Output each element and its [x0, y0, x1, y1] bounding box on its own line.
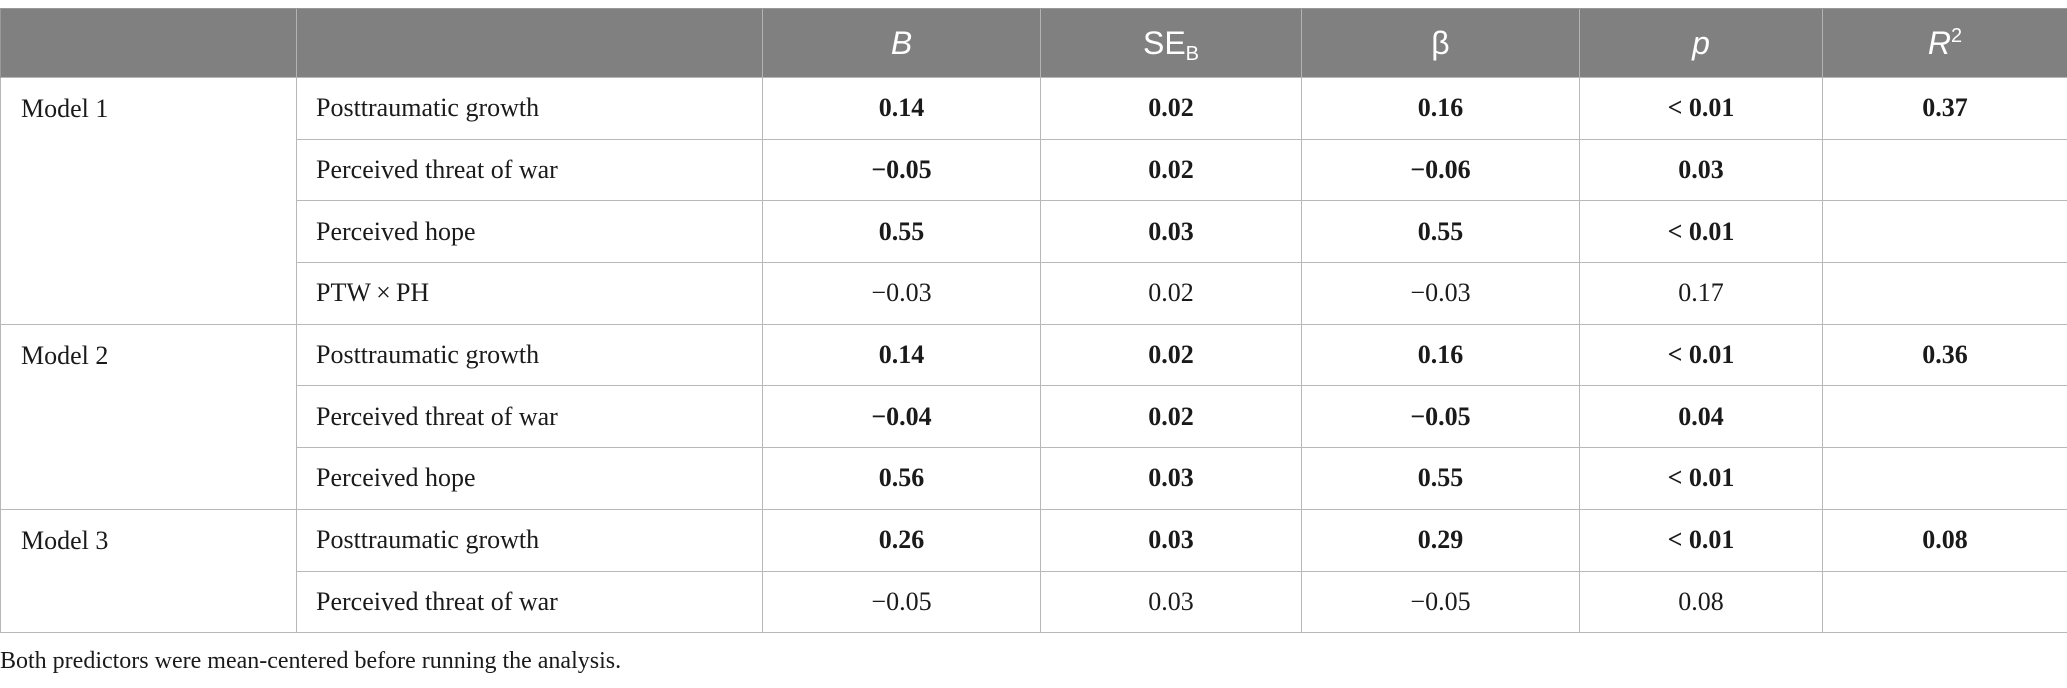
header-r-superscript: 2 — [1950, 24, 1963, 47]
col-b-cell: −0.05 — [762, 570, 1041, 634]
header-predictor — [296, 8, 763, 78]
header-b: B — [762, 8, 1041, 78]
col-b-cell: −0.04 — [762, 385, 1041, 449]
model-label: Model 1 — [0, 77, 297, 325]
col-beta-cell: 0.16 — [1301, 77, 1580, 140]
col-se-cell: 0.02 — [1040, 77, 1302, 140]
col-b-cell: 0.26 — [762, 508, 1041, 572]
predictor-cell: Posttraumatic growth — [296, 508, 763, 572]
col-p-cell: 0.08 — [1579, 570, 1823, 634]
col-se-cell: 0.02 — [1040, 138, 1302, 202]
col-r2-cell — [1822, 385, 2067, 449]
header-beta: β — [1301, 8, 1580, 78]
col-p-cell: < 0.01 — [1579, 200, 1823, 264]
col-r2-cell — [1822, 262, 2067, 325]
col-p-cell: < 0.01 — [1579, 508, 1823, 572]
col-beta-cell: 0.16 — [1301, 323, 1580, 387]
predictor-cell: Perceived hope — [296, 200, 763, 264]
header-p-label: p — [1692, 24, 1710, 61]
predictor-cell: Perceived threat of war — [296, 570, 763, 634]
col-p-cell: < 0.01 — [1579, 447, 1823, 510]
col-p-cell: 0.03 — [1579, 138, 1823, 202]
header-r-label: R — [1927, 24, 1951, 61]
model-label: Model 3 — [0, 508, 297, 634]
col-beta-cell: 0.29 — [1301, 508, 1580, 572]
predictor-cell: Posttraumatic growth — [296, 77, 763, 140]
col-se-cell: 0.03 — [1040, 570, 1302, 634]
col-p-cell: 0.17 — [1579, 262, 1823, 325]
header-b-label: B — [890, 24, 913, 61]
col-b-cell: 0.55 — [762, 200, 1041, 264]
predictor-cell: Posttraumatic growth — [296, 323, 763, 387]
regression-table-container: B SEB β p R2 Model 1 Posttraumatic growth… — [0, 8, 2067, 634]
header-model — [0, 8, 297, 78]
col-p-cell: 0.04 — [1579, 385, 1823, 449]
col-r2-cell: 0.08 — [1822, 508, 2067, 572]
table-row: Perceived threat of war −0.04 0.02 −0.05 0.0… — [1, 385, 2067, 449]
regression-table: B SEB β p R2 Model 1 Posttraumatic growth… — [0, 8, 2067, 634]
col-r2-cell — [1822, 570, 2067, 634]
col-p-cell: < 0.01 — [1579, 77, 1823, 140]
col-b-cell: 0.56 — [762, 447, 1041, 510]
col-r2-cell: 0.37 — [1822, 77, 2067, 140]
predictor-cell: Perceived hope — [296, 447, 763, 510]
col-beta-cell: −0.03 — [1301, 262, 1580, 325]
header-se-label: SE — [1142, 24, 1186, 61]
table-body: Model 1 Posttraumatic growth 0.14 0.02 0.16 <… — [0, 77, 2067, 634]
model-label: Model 2 — [0, 323, 297, 510]
col-beta-cell: −0.05 — [1301, 385, 1580, 449]
col-r2-cell: 0.36 — [1822, 323, 2067, 387]
table-row: Perceived threat of war −0.05 0.03 −0.05 0.0… — [1, 570, 2067, 634]
header-p: p — [1579, 8, 1823, 78]
header-row: B SEB β p R2 — [0, 8, 2067, 78]
header-se-subscript: B — [1185, 42, 1200, 65]
table-footnote: Both predictors were mean-centered befor… — [0, 648, 622, 674]
col-beta-cell: −0.06 — [1301, 138, 1580, 202]
col-b-cell: −0.05 — [762, 138, 1041, 202]
table-row: Perceived hope 0.56 0.03 0.55 < 0.01 — [1, 447, 2067, 510]
predictor-cell: Perceived threat of war — [296, 385, 763, 449]
col-beta-cell: 0.55 — [1301, 447, 1580, 510]
table-row: Model 1 Posttraumatic growth 0.14 0.02 0.16 <… — [0, 77, 2067, 325]
table-row: PTW × PH −0.03 0.02 −0.03 0.17 — [1, 262, 2067, 325]
col-r2-cell — [1822, 138, 2067, 202]
col-b-cell: 0.14 — [762, 77, 1041, 140]
predictor-cell: PTW × PH — [296, 262, 763, 325]
col-se-cell: 0.02 — [1040, 323, 1302, 387]
col-se-cell: 0.03 — [1040, 508, 1302, 572]
col-se-cell: 0.02 — [1040, 262, 1302, 325]
header-se-b: SEB — [1040, 8, 1302, 78]
col-p-cell: < 0.01 — [1579, 323, 1823, 387]
col-r2-cell — [1822, 447, 2067, 510]
col-se-cell: 0.03 — [1040, 200, 1302, 264]
col-beta-cell: 0.55 — [1301, 200, 1580, 264]
predictor-cell: Perceived threat of war — [296, 138, 763, 202]
col-b-cell: −0.03 — [762, 262, 1041, 325]
col-b-cell: 0.14 — [762, 323, 1041, 387]
table-row: Perceived hope 0.55 0.03 0.55 < 0.01 — [1, 200, 2067, 264]
col-se-cell: 0.02 — [1040, 385, 1302, 449]
table-row: Model 2 Posttraumatic growth 0.14 0.02 0.16 <… — [0, 323, 2067, 510]
table-row: Model 3 Posttraumatic growth 0.26 0.03 0.29 <… — [0, 508, 2067, 634]
table-row: Perceived threat of war −0.05 0.02 −0.06 0.0… — [1, 138, 2067, 202]
header-r2: R2 — [1822, 8, 2067, 78]
col-beta-cell: −0.05 — [1301, 570, 1580, 634]
col-r2-cell — [1822, 200, 2067, 264]
col-se-cell: 0.03 — [1040, 447, 1302, 510]
